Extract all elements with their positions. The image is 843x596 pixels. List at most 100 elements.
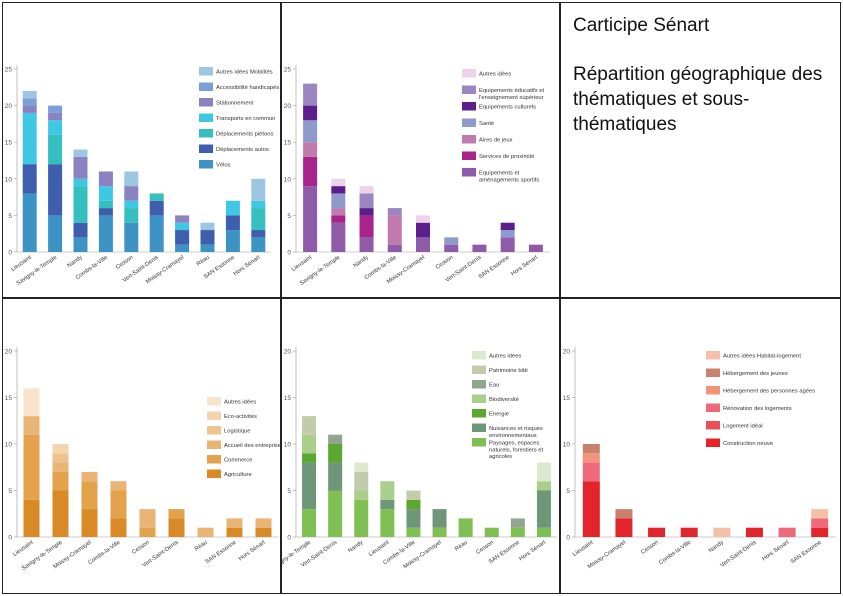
legend-label: Nuisances et risques — [489, 426, 543, 432]
bar-segment-hebergement-des-personnes-agees — [582, 453, 600, 463]
chart-panel-habitat: 0 5 10 15 20 Lieusaint Moissy-Cramayel Cesson Co… — [560, 298, 841, 594]
legend-label: l'enseignement supérieur — [479, 95, 544, 101]
y-tick-label: 5 — [287, 488, 291, 495]
legend-label: Equipements culturels — [479, 105, 536, 111]
chart-environnement: 05101520Savigny-le-TempleVert-Saint-Deni… — [282, 347, 557, 572]
bar-segment-commerce — [139, 527, 156, 537]
bar-segment-stationnement — [22, 105, 37, 113]
bar-segment-equipements-educatifs-et-l-enseignement-superieur — [303, 83, 318, 106]
bar-segment-nuisances-et-risques-environnementaux — [536, 490, 551, 528]
bar-segment-equipements-et-amenagements-sportifs — [387, 244, 402, 252]
bar-segment-eau — [510, 518, 525, 528]
x-tick-label: Lieusaint — [291, 255, 314, 273]
legend-swatch-deplacements-pietons — [199, 129, 213, 138]
bar-segment-construction-neuve — [648, 527, 666, 537]
x-tick-label: SAN Essonne — [205, 540, 238, 566]
legend-swatch-commerce — [207, 455, 221, 464]
bar-segment-transports-en-commun — [48, 120, 63, 135]
legend-label: Biodiversité — [489, 397, 519, 403]
bar-segment-deplacements-pietons — [251, 208, 266, 231]
y-tick-label: 15 — [563, 395, 571, 402]
bar-segment-energie — [406, 499, 421, 510]
bar-segment-paysages-espaces-naturels-forestiers-et-agricoles — [536, 527, 551, 537]
chart-panel-environnement: 0 5 10 15 20 Savigny-le-Temple Vert-Saint-Deni… — [281, 298, 560, 594]
legend-swatch-aires-de-jeux — [462, 135, 476, 144]
y-tick-label: 5 — [566, 488, 570, 495]
legend-swatch-hebergement-des-jeunes — [706, 368, 720, 377]
bar-segment-paysages-espaces-naturels-forestiers-et-agricoles — [432, 527, 447, 537]
bar-segment-equipements-culturels — [416, 222, 430, 238]
legend-label: Logement idéal — [723, 424, 763, 430]
bar-segment-paysages-espaces-naturels-forestiers-et-agricoles — [406, 527, 421, 537]
page-subtitle: Répartition géographique des thématiques… — [573, 64, 823, 135]
bar-segment-construction-neuve — [615, 518, 633, 537]
y-tick-label: 20 — [5, 349, 13, 356]
bar-segment-equipements-educatifs-et-l-enseignement-superieur — [359, 193, 374, 209]
bar-segment-deplacements-autos — [225, 215, 240, 231]
bar-segment-accueil-des-entreprises — [81, 471, 98, 482]
bar-segment-paysages-espaces-naturels-forestiers-et-agricoles — [328, 490, 343, 537]
bar-segment-commerce — [168, 509, 185, 519]
bar-segment-deplacements-autos — [22, 164, 37, 194]
bar-segment-deplacements-autos — [98, 208, 113, 216]
bar-segment-sante — [500, 230, 515, 238]
bar-segment-stationnement — [73, 156, 88, 179]
bar-segment-autres-idees — [23, 388, 40, 417]
bar-segment-deplacements-autos — [73, 222, 88, 238]
y-tick-label: 5 — [8, 488, 12, 495]
legend-swatch-construction-neuve — [706, 438, 720, 447]
y-tick-label: 5 — [287, 213, 291, 220]
bar-segment-transports-en-commun — [251, 200, 266, 209]
x-tick-label: Réau — [196, 255, 211, 268]
legend-swatch-autres-idees-habitat-logement — [706, 351, 720, 360]
x-tick-label: Cesson — [115, 255, 135, 271]
bar-segment-autres-idees — [536, 462, 551, 482]
y-tick-label: 15 — [284, 395, 292, 402]
bar-segment-patrimoine-bati — [406, 490, 421, 500]
legend-label: Autres idées — [479, 72, 511, 78]
bar-segment-biodiversite — [354, 490, 369, 500]
legend-label: Hébergement des personnes agées — [723, 389, 815, 395]
bar-segment-autres-idees-habitat-logement — [713, 527, 731, 537]
bar-segment-equipements-et-amenagements-sportifs — [444, 244, 459, 252]
bar-segment-deplacements-pietons — [124, 208, 139, 223]
bar-segment-accessibilite-handicapes — [48, 105, 63, 113]
bar-segment-deplacements-pietons — [48, 134, 63, 165]
legend-swatch-hebergement-des-personnes-agees — [706, 386, 720, 395]
legend-label: Aires de jeux — [479, 138, 513, 144]
bar-segment-construction-neuve — [680, 527, 698, 537]
bar-segment-stationnement — [175, 215, 190, 223]
legend-swatch-agriculture — [207, 469, 221, 478]
bar-segment-energie — [302, 453, 317, 463]
x-tick-label: Nandy — [66, 255, 83, 270]
bar-segment-stationnement — [98, 171, 113, 187]
bar-segment-hebergement-des-jeunes — [615, 509, 633, 519]
y-tick-label: 15 — [5, 140, 13, 147]
x-tick-label: Cesson — [640, 540, 660, 556]
legend-swatch-accueil-des-entreprises — [207, 440, 221, 449]
legend-label: Déplacements autos — [216, 147, 269, 153]
legend-label: Accessibilité handicapés — [216, 85, 279, 91]
bar-segment-transports-en-commun — [22, 112, 37, 165]
bar-segment-autres-idees-mobilites — [124, 171, 139, 187]
legend-swatch-patrimoine-bati — [472, 365, 486, 374]
x-tick-label: SAN Essonne — [790, 540, 823, 566]
legend-label: Transports en commun — [216, 116, 275, 122]
bar-segment-sante — [444, 237, 459, 245]
legend-swatch-equipements-et-amenagements-sportifs — [462, 168, 476, 177]
bar-segment-paysages-espaces-naturels-forestiers-et-agricoles — [484, 527, 499, 537]
x-tick-label: Vert-Saint-Denis — [720, 540, 758, 569]
bar-segment-agriculture — [168, 518, 185, 537]
legend-swatch-nuisances-et-risques-environnementaux — [472, 423, 486, 432]
y-tick-label: 10 — [284, 442, 292, 449]
legend-label: Construction neuve — [723, 441, 773, 447]
x-tick-label: Réau — [454, 540, 469, 553]
legend-label: Accueil des entreprises — [224, 443, 282, 449]
bar-segment-autres-idees-mobilites — [22, 90, 37, 99]
bar-segment-autres-idees — [331, 178, 346, 187]
bar-segment-paysages-espaces-naturels-forestiers-et-agricoles — [380, 509, 395, 537]
y-tick-label: 10 — [563, 442, 571, 449]
legend-swatch-renovation-des-logements — [706, 403, 720, 412]
